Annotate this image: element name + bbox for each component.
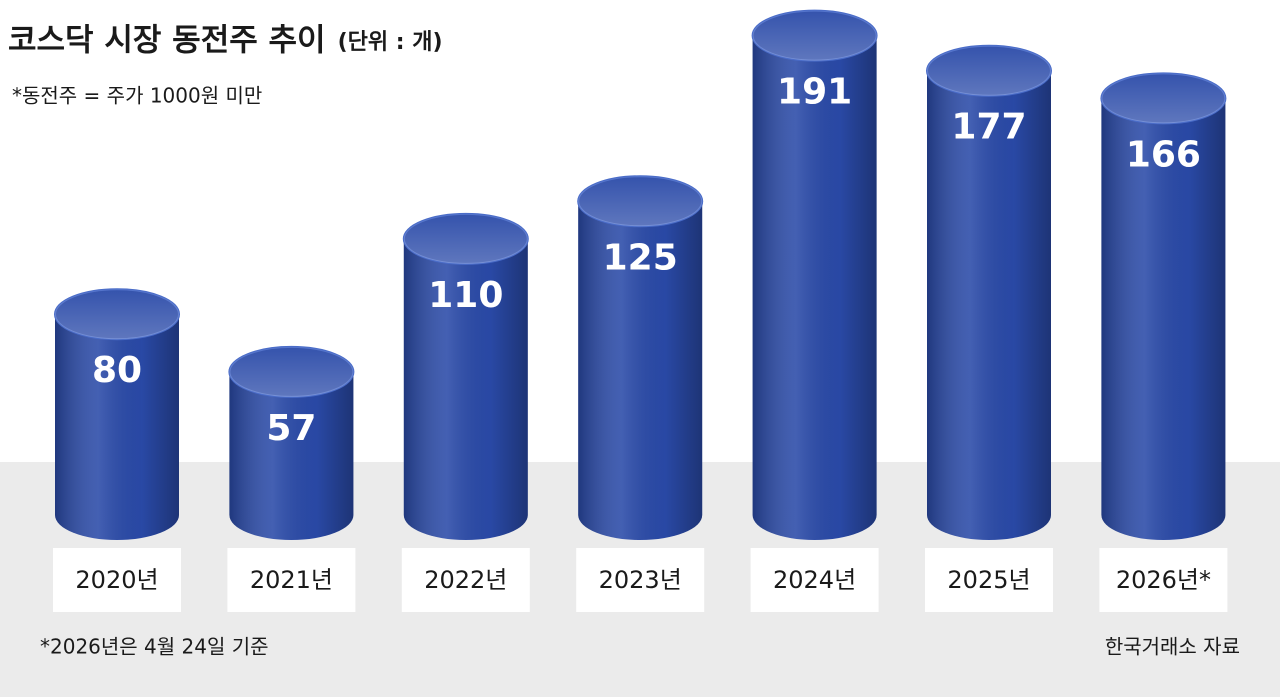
bar-shade — [229, 371, 354, 540]
value-label: 110 — [428, 275, 503, 316]
bar-shade — [55, 314, 179, 540]
x-tick-label: 2021년 — [250, 566, 333, 594]
bar-top-shade — [403, 213, 528, 264]
chart-title: 코스닥 시장 동전주 추이 — [8, 23, 326, 59]
note: *동전주 = 주가 1000원 미만 — [12, 84, 262, 108]
category-box — [576, 548, 705, 612]
chart-subtitle: (단위 : 개) — [338, 30, 443, 55]
bar-shade — [403, 238, 528, 540]
category-box — [53, 548, 181, 612]
bar-top-shade — [55, 289, 179, 340]
x-tick-label: 2025년 — [947, 566, 1030, 594]
category-box — [401, 548, 530, 612]
bar-shade — [752, 35, 877, 541]
value-label: 166 — [1126, 134, 1201, 175]
bar-top-shade — [229, 346, 354, 397]
footnote: *2026년은 4월 24일 기준 — [40, 635, 269, 659]
value-label: 125 — [603, 237, 678, 278]
x-tick-label: 2024년 — [773, 566, 856, 594]
category-box — [925, 548, 1053, 612]
source: 한국거래소 자료 — [1105, 635, 1240, 659]
x-tick-label: 2022년 — [424, 566, 507, 594]
bar-shade — [578, 201, 703, 540]
value-label: 80 — [92, 350, 142, 391]
category-box — [750, 548, 879, 612]
bar-top-shade — [1101, 73, 1226, 124]
x-tick-label: 2026년* — [1116, 566, 1211, 594]
x-tick-label: 2020년 — [75, 566, 158, 594]
category-box — [1099, 548, 1228, 612]
bar-top-shade — [752, 10, 877, 61]
bar-top-shade — [578, 176, 703, 227]
bar-shade — [1101, 98, 1226, 540]
category-box — [227, 548, 356, 612]
value-label: 57 — [266, 408, 316, 449]
bar-top-shade — [927, 45, 1051, 96]
x-tick-label: 2023년 — [599, 566, 682, 594]
bar-shade — [927, 70, 1051, 540]
value-label: 177 — [951, 107, 1026, 148]
value-label: 191 — [777, 72, 852, 113]
